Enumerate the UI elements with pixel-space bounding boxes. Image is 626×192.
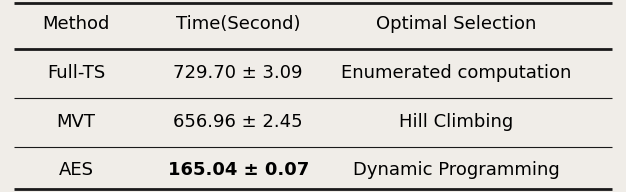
Text: AES: AES [59, 161, 94, 179]
Text: 165.04 ± 0.07: 165.04 ± 0.07 [168, 161, 309, 179]
Text: Hill Climbing: Hill Climbing [399, 113, 513, 132]
Text: MVT: MVT [57, 113, 96, 132]
Text: Optimal Selection: Optimal Selection [376, 15, 536, 33]
Text: Enumerated computation: Enumerated computation [341, 64, 572, 82]
Text: 656.96 ± 2.45: 656.96 ± 2.45 [173, 113, 303, 132]
Text: Time(Second): Time(Second) [176, 15, 300, 33]
Text: Full-TS: Full-TS [47, 64, 105, 82]
Text: Dynamic Programming: Dynamic Programming [353, 161, 560, 179]
Text: Method: Method [43, 15, 110, 33]
Text: 729.70 ± 3.09: 729.70 ± 3.09 [173, 64, 303, 82]
